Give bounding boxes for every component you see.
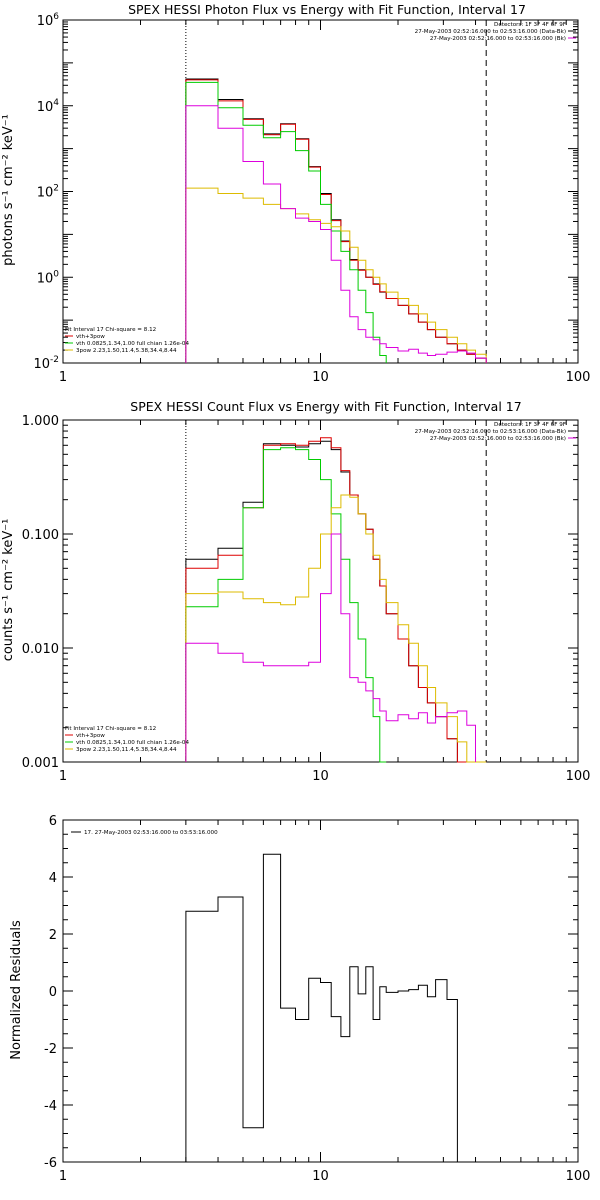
y-tick-label: 1.000 — [22, 414, 59, 429]
panel-title: SPEX HESSI Count Flux vs Energy with Fit… — [130, 399, 521, 414]
y-tick-label: 4 — [49, 871, 57, 886]
count-flux-panel: SPEX HESSI Count Flux vs Energy with Fit… — [1, 399, 590, 784]
legend-bottom-text: vth+3pow — [76, 334, 105, 340]
legend-fit-title: Fit Interval 17 Chi-square = 8.12 — [65, 726, 156, 732]
y-tick-label: -4 — [44, 1099, 57, 1114]
x-tick-label: 100 — [566, 769, 591, 784]
x-tick-label: 10 — [312, 370, 329, 385]
y-axis-label: photons s⁻¹ cm⁻² keV⁻¹ — [1, 114, 16, 266]
series-total — [185, 853, 458, 1162]
x-tick-label: 10 — [312, 769, 329, 784]
legend-bottom-text: 3pow 2.23,1.50,11.4,5.38,34.4,8.44 — [76, 747, 177, 753]
y-tick-label: -6 — [44, 1156, 57, 1171]
y-tick-label: 100 — [37, 269, 60, 286]
series-background — [185, 105, 487, 363]
legend-bottom-text: vth 0.0825,1.34,1.00 full chian 1.26e-04 — [76, 341, 189, 347]
y-tick-label: 0.001 — [22, 756, 59, 771]
y-tick-label: 0.100 — [22, 528, 59, 543]
x-tick-label: 1 — [59, 370, 67, 385]
legend-bottom-text: vth 0.0825,1.34,1.00 full chian 1.26e-04 — [76, 740, 189, 746]
legend-top-text: Detectors: 1F 3F 4F 6F 9F — [494, 22, 566, 28]
y-tick-label: -2 — [44, 1042, 57, 1057]
photon-flux-panel: SPEX HESSI Photon Flux vs Energy with Fi… — [1, 2, 590, 385]
legend-bottom-text: 3pow 2.23,1.50,11.4,5.38,34.4,8.44 — [76, 348, 177, 354]
panel-title: SPEX HESSI Photon Flux vs Energy with Fi… — [128, 2, 526, 17]
x-tick-label: 10 — [312, 1169, 329, 1184]
series-fit — [185, 79, 487, 363]
series-thermal — [185, 81, 387, 363]
y-tick-label: 102 — [37, 184, 59, 201]
y-tick-label: 6 — [49, 814, 57, 829]
legend-bottom-text: vth+3pow — [76, 733, 105, 739]
legend-top-text: 27-May-2003 02:52:16.000 to 02:53:16.000… — [415, 429, 566, 435]
legend-text: 17. 27-May-2003 02:53:16.000 to 03:53:16… — [84, 830, 218, 836]
series-thermal — [185, 447, 387, 763]
x-tick-label: 1 — [59, 1169, 67, 1184]
y-tick-label: 0.010 — [22, 642, 59, 657]
legend-top-text: 27-May-2003 02:52:16.000 to 02:53:16.000… — [430, 436, 566, 442]
legend-top-text: Detectors: 1F 3F 4F 6F 9F — [494, 422, 566, 428]
y-tick-label: 104 — [37, 98, 60, 115]
x-tick-label: 100 — [566, 1169, 591, 1184]
y-axis-label: Normalized Residuals — [9, 920, 24, 1060]
y-tick-label: 0 — [49, 985, 57, 1000]
y-tick-label: 2 — [49, 928, 57, 943]
y-tick-label: 106 — [37, 12, 60, 29]
legend-top-text: 27-May-2003 02:52:16.000 to 02:53:16.000… — [415, 29, 566, 35]
y-axis-label: counts s⁻¹ cm⁻² keV⁻¹ — [1, 519, 16, 662]
legend-top-text: 27-May-2003 02:52:16.000 to 02:53:16.000… — [430, 36, 566, 42]
y-tick-label: 10-2 — [33, 355, 59, 372]
series-powerlaw — [185, 494, 487, 763]
residuals-panel: Normalized Residuals 1 10 100 -6 -4 -2 0 2 4 6 17.… — [9, 814, 590, 1184]
legend-fit-title: Fit Interval 17 Chi-square = 8.12 — [65, 327, 156, 333]
series-background — [185, 533, 476, 762]
x-tick-label: 1 — [59, 769, 67, 784]
x-tick-label: 100 — [566, 370, 591, 385]
